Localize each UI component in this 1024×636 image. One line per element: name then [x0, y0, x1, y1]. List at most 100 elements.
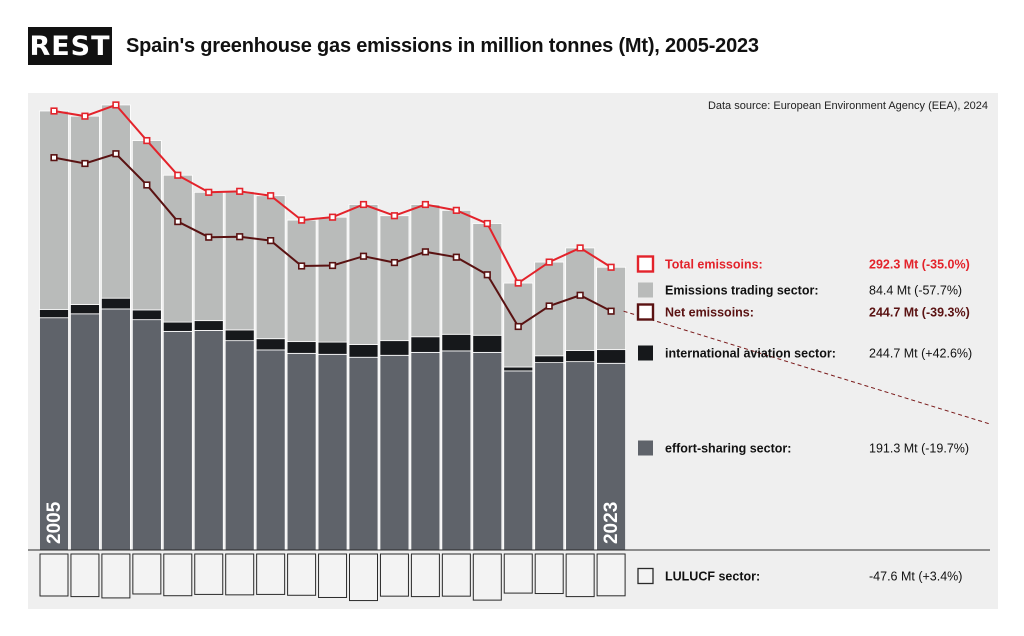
marker-total-2017: [421, 200, 430, 209]
marker-total-2023: [607, 263, 615, 271]
bar-aviation-2016: [379, 340, 410, 356]
marker-net-2021: [545, 302, 553, 310]
marker-total-2005: [50, 107, 58, 115]
marker-net-2019: [483, 271, 491, 279]
bar-aviation-2010: [193, 320, 224, 331]
marker-net-2018: [452, 253, 460, 261]
bar-aviation-2012: [255, 338, 286, 351]
bar-ets-2010: [193, 191, 224, 322]
legend-value-ets: 84.4 Mt (-57.7%): [869, 284, 962, 298]
bar-ets-2009: [162, 174, 193, 323]
marker-net-2016: [390, 258, 399, 267]
legend-icon-ets: [638, 282, 653, 298]
legend-label-net: Net emissoins:: [665, 306, 754, 320]
legend-value-effort: 191.3 Mt (-19.7%): [869, 442, 969, 456]
bar-ets-2015: [348, 204, 379, 345]
chart-title: Spain's greenhouse gas emissions in mill…: [126, 34, 759, 57]
bar-effort-2013: [286, 352, 317, 551]
marker-total-2018: [452, 206, 460, 214]
bar-ets-2018: [441, 209, 472, 335]
marker-net-2017: [421, 248, 430, 256]
marker-net-2014: [328, 261, 337, 270]
bar-ets-2007: [101, 104, 131, 299]
marker-net-2005: [50, 154, 58, 162]
bar-lulucf-2018: [441, 553, 471, 597]
bar-lulucf-2017: [410, 553, 440, 598]
bar-lulucf-2022: [565, 553, 595, 598]
bar-aviation-2014: [317, 341, 348, 355]
bar-lulucf-2013: [287, 553, 317, 596]
bar-effort-2019: [472, 351, 503, 551]
bar-effort-2017: [410, 351, 441, 551]
marker-total-2015: [359, 200, 368, 209]
bar-ets-2005: [39, 110, 69, 310]
legend-icon-total: [636, 255, 655, 273]
bar-aviation-2009: [162, 321, 193, 332]
bar-aviation-2013: [286, 341, 317, 354]
bar-aviation-2023: [596, 349, 626, 364]
bar-effort-2006: [70, 313, 100, 551]
legend-value-lulucf: -47.6 Mt (+3.4%): [869, 570, 962, 584]
bar-lulucf-2023: [596, 553, 626, 597]
marker-net-2015: [359, 252, 368, 260]
year-label-last: 2023: [601, 502, 622, 544]
bar-lulucf-2010: [194, 553, 224, 595]
bar-effort-2016: [379, 354, 410, 551]
bar-ets-2014: [317, 216, 348, 343]
marker-total-2022: [576, 244, 584, 252]
year-label-first: 2005: [44, 501, 65, 544]
bar-effort-2021: [534, 362, 565, 551]
bar-effort-2010: [193, 329, 224, 551]
bar-aviation-2011: [224, 329, 255, 342]
marker-net-2007: [112, 150, 120, 158]
bar-ets-2011: [224, 190, 255, 331]
bar-effort-2009: [162, 330, 193, 551]
bar-aviation-2022: [565, 350, 596, 363]
bar-aviation-2020: [503, 366, 534, 372]
bar-lulucf-2012: [256, 553, 286, 595]
bar-aviation-2019: [472, 334, 503, 353]
bar-lulucf-2016: [379, 553, 409, 597]
marker-net-2011: [236, 233, 244, 241]
bar-ets-2019: [472, 223, 503, 336]
bar-effort-2020: [503, 370, 534, 551]
bar-lulucf-2007: [101, 553, 131, 599]
bar-lulucf-2020: [503, 553, 533, 594]
bar-ets-2008: [131, 140, 162, 311]
bar-ets-2016: [379, 215, 410, 342]
marker-total-2021: [545, 258, 553, 266]
marker-total-2008: [143, 136, 151, 145]
legend-value-net: 244.7 Mt (-39.3%): [869, 306, 970, 320]
marker-net-2022: [576, 291, 584, 299]
marker-total-2007: [112, 101, 120, 109]
marker-net-2008: [143, 181, 151, 189]
marker-total-2020: [514, 279, 522, 287]
bar-effort-2005: [39, 317, 69, 551]
legend-value-aviation: 244.7 Mt (+42.6%): [869, 347, 972, 361]
bar-lulucf-2008: [132, 553, 162, 595]
bar-lulucf-2006: [70, 553, 100, 598]
marker-total-2009: [174, 171, 182, 179]
legend-icon-lulucf: [637, 567, 654, 585]
header: REST Spain's greenhouse gas emissions in…: [28, 26, 759, 66]
bar-aviation-2018: [441, 333, 472, 352]
bar-ets-2017: [410, 204, 441, 338]
data-source: Data source: European Environment Agency…: [707, 100, 988, 112]
bar-effort-2007: [101, 308, 131, 551]
marker-total-2013: [297, 216, 306, 224]
bar-effort-2015: [348, 356, 379, 551]
marker-net-2006: [81, 159, 89, 168]
bar-aviation-2008: [131, 309, 162, 321]
bar-aviation-2007: [101, 297, 131, 310]
bar-effort-2014: [317, 353, 348, 551]
bar-ets-2006: [70, 115, 100, 305]
legend-label-lulucf: LULUCF sector:: [665, 570, 760, 584]
legend-value-total: 292.3 Mt (-35.0%): [869, 258, 970, 272]
logo-text: REST: [29, 30, 111, 62]
marker-net-2013: [297, 262, 306, 270]
bar-effort-2011: [224, 340, 255, 551]
bar-aviation-2005: [39, 309, 69, 319]
bar-lulucf-2015: [349, 553, 378, 602]
bar-aviation-2021: [534, 355, 565, 364]
marker-total-2010: [205, 188, 213, 196]
